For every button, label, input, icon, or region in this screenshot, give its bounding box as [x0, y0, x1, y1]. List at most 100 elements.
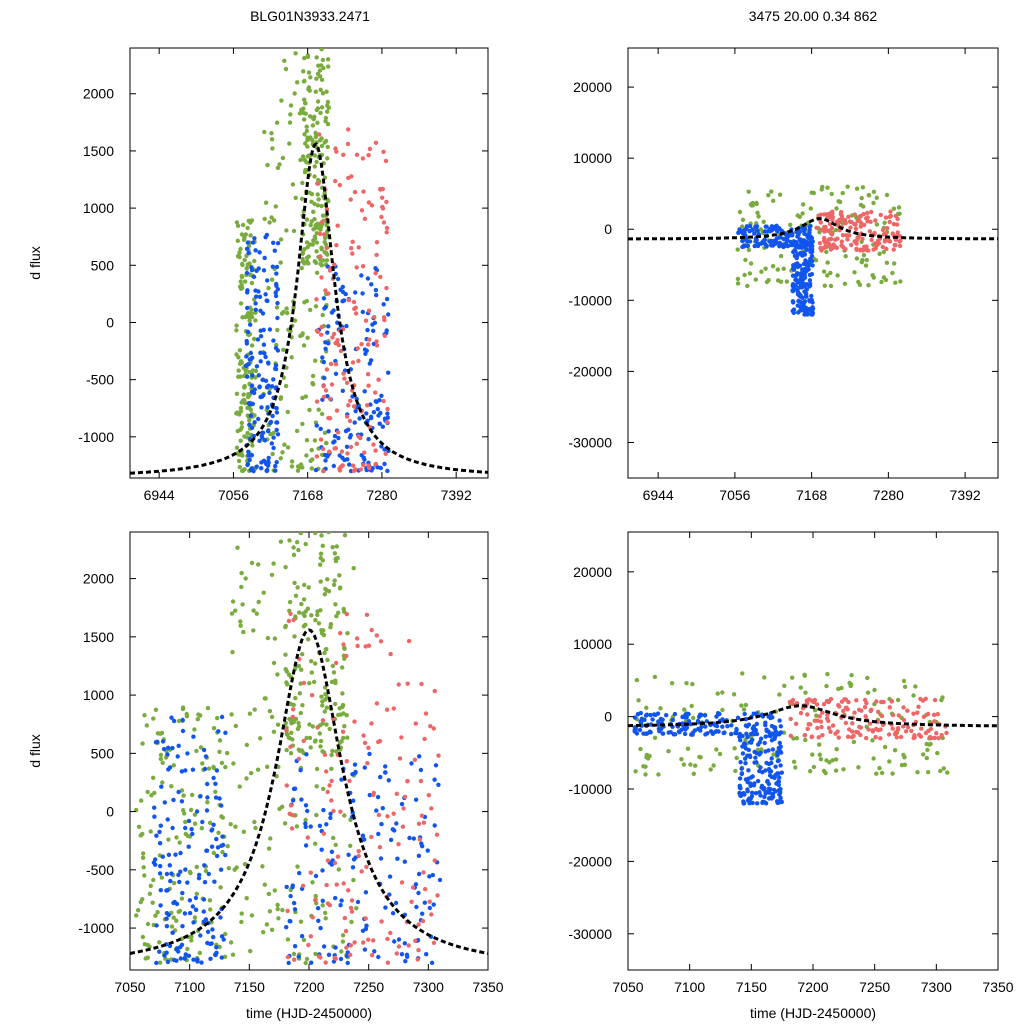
data-point-red: [366, 342, 371, 347]
data-point-blue: [206, 871, 211, 877]
data-point-red: [367, 337, 372, 342]
data-point-green: [147, 891, 153, 896]
data-point-blue: [769, 242, 774, 248]
data-point-green: [793, 765, 798, 770]
data-point-green: [298, 157, 303, 163]
data-point-green: [271, 218, 277, 223]
data-point-red: [860, 247, 866, 253]
data-point-green: [140, 855, 146, 860]
data-point-red: [286, 618, 292, 624]
data-point-green: [233, 824, 238, 829]
data-point-blue: [262, 438, 268, 443]
data-point-green: [298, 919, 304, 924]
data-point-green: [194, 748, 199, 754]
data-point-red: [319, 332, 324, 337]
data-point-green: [314, 270, 320, 275]
data-point-green: [283, 565, 288, 570]
data-point-red: [367, 465, 372, 471]
model-curve: [628, 217, 998, 241]
data-point-red: [865, 215, 870, 220]
data-point-blue: [158, 823, 163, 828]
data-point-red: [821, 245, 827, 250]
data-point-red: [839, 699, 845, 704]
data-point-blue: [698, 728, 703, 733]
data-point-green: [302, 582, 307, 588]
data-point-blue: [214, 853, 220, 859]
data-point-red: [416, 948, 421, 953]
data-point-blue: [315, 906, 321, 911]
data-point-red: [374, 633, 379, 638]
data-point-red: [827, 221, 833, 227]
data-point-blue: [362, 765, 367, 770]
data-point-blue: [207, 941, 213, 947]
data-point-green: [192, 915, 198, 920]
data-point-green: [293, 51, 298, 56]
data-point-blue: [399, 952, 405, 957]
data-point-green: [319, 533, 324, 538]
data-point-green: [266, 891, 272, 897]
data-point-green: [643, 772, 648, 777]
data-point-blue: [223, 730, 228, 735]
data-point-red: [385, 814, 390, 819]
data-point-green: [322, 430, 328, 435]
x-tick-label: 7100: [674, 979, 705, 995]
data-point-blue: [799, 274, 804, 279]
data-point-green: [313, 618, 318, 623]
data-point-green: [339, 949, 344, 954]
data-point-blue: [316, 918, 321, 923]
data-point-blue: [273, 366, 278, 371]
data-point-red: [846, 214, 851, 219]
data-point-blue: [273, 363, 279, 368]
data-point-blue: [323, 346, 328, 351]
data-point-blue: [743, 777, 749, 782]
data-point-green: [194, 891, 199, 896]
data-point-blue: [263, 292, 268, 297]
data-point-red: [391, 811, 396, 816]
data-point-green: [266, 846, 272, 851]
data-point-green: [141, 865, 146, 870]
data-point-red: [926, 711, 931, 717]
data-point-red: [844, 233, 849, 238]
data-point-green: [301, 624, 307, 629]
data-point-green: [301, 110, 306, 116]
data-point-red: [380, 206, 386, 211]
data-point-green: [239, 420, 244, 426]
data-point-blue: [390, 911, 396, 916]
data-point-green: [269, 137, 275, 142]
data-point-green: [679, 757, 684, 762]
data-point-green: [310, 373, 316, 379]
data-point-red: [887, 214, 892, 220]
data-point-green: [307, 722, 312, 727]
data-point-blue: [304, 752, 309, 757]
data-point-blue: [274, 410, 280, 415]
data-point-blue: [249, 265, 254, 270]
data-point-green: [276, 916, 281, 921]
data-point-green: [825, 185, 830, 190]
x-tick-label: 7050: [114, 979, 145, 995]
data-point-red: [396, 682, 401, 687]
data-point-blue: [290, 798, 296, 803]
data-point-red: [830, 218, 835, 223]
y-tick-label: -10000: [568, 292, 612, 308]
data-point-red: [412, 757, 418, 762]
data-point-blue: [399, 801, 405, 807]
data-point-blue: [378, 410, 383, 416]
data-point-green: [141, 851, 146, 856]
data-point-blue: [808, 256, 813, 262]
data-point-green: [140, 934, 146, 940]
data-point-blue: [167, 943, 173, 949]
data-point-green: [245, 430, 250, 436]
data-point-red: [378, 639, 384, 644]
data-point-blue: [385, 411, 390, 416]
data-point-green: [293, 614, 298, 619]
data-point-blue: [261, 327, 266, 333]
data-point-red: [845, 237, 850, 242]
data-point-blue: [745, 243, 750, 249]
data-point-red: [861, 212, 866, 217]
data-point-red: [340, 463, 345, 468]
data-point-green: [248, 948, 253, 954]
data-point-green: [302, 613, 307, 619]
data-point-blue: [778, 724, 783, 729]
data-point-green: [262, 696, 267, 701]
